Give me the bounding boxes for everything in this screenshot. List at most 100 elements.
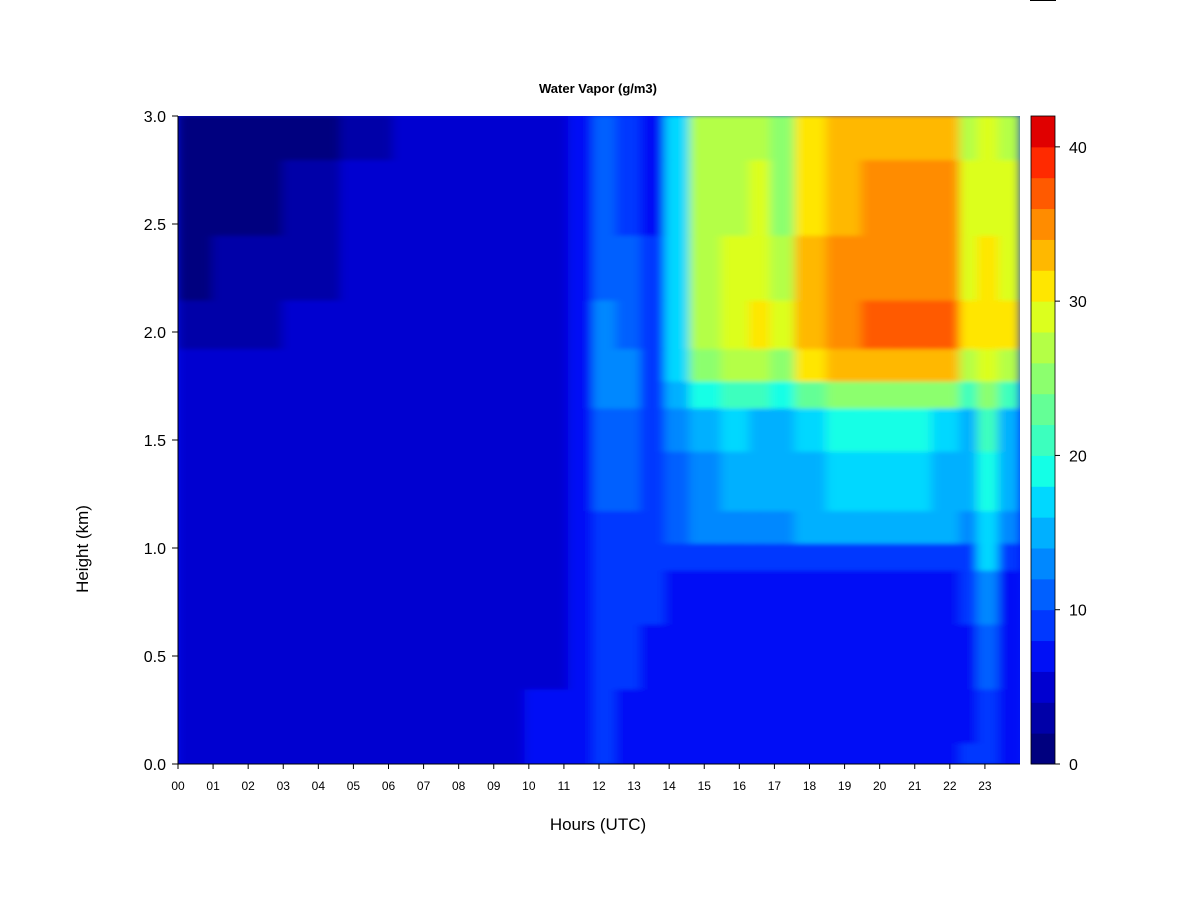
heatmap-cell	[748, 158, 772, 236]
heatmap-cell	[212, 406, 285, 452]
heatmap-cell	[664, 379, 692, 409]
heatmap-cell	[748, 509, 772, 544]
heatmap-cell	[340, 158, 395, 236]
heatmap-cell	[282, 509, 343, 544]
heatmap-cell	[178, 347, 215, 382]
heatmap-cell	[340, 379, 395, 409]
heatmap-cell	[640, 298, 667, 350]
heatmap-cell	[212, 449, 285, 512]
heatmap-cell	[457, 347, 527, 382]
heatmap-cell	[794, 509, 829, 544]
heatmap-cell	[931, 687, 962, 744]
heatmap-cell	[664, 347, 692, 382]
heatmap-cell	[720, 298, 751, 350]
heatmap-cell	[282, 687, 343, 744]
heatmap-cell	[826, 116, 864, 161]
heatmap-cell	[392, 449, 460, 512]
heatmap-cell	[959, 541, 979, 571]
heatmap-cell	[931, 116, 962, 161]
heatmap-cell	[689, 233, 723, 301]
heatmap-cell	[720, 541, 751, 571]
heatmap-cell	[664, 741, 692, 764]
heatmap-cell	[896, 509, 934, 544]
heatmap-cell	[861, 347, 899, 382]
heatmap-cell	[896, 233, 934, 301]
heatmap-cell	[861, 509, 899, 544]
heatmap-cell	[212, 622, 285, 690]
heatmap-cell	[178, 687, 215, 744]
x-tick-label: 04	[312, 779, 326, 793]
x-tick-label: 22	[943, 779, 957, 793]
x-tick-label: 17	[768, 779, 782, 793]
heatmap-cell	[896, 406, 934, 452]
heatmap-field	[178, 116, 1020, 764]
heatmap-cell	[212, 158, 285, 236]
heatmap-cell	[392, 158, 460, 236]
y-tick-label: 3.0	[144, 109, 166, 126]
heatmap-cell	[640, 116, 667, 161]
heatmap-cell	[282, 406, 343, 452]
heatmap-cell	[282, 622, 343, 690]
x-tick-label: 16	[733, 779, 747, 793]
heatmap-cell	[524, 449, 571, 512]
colorbar-swatch	[1031, 702, 1055, 734]
heatmap-cell	[794, 449, 829, 512]
x-tick-label: 06	[382, 779, 396, 793]
heatmap-cell	[720, 509, 751, 544]
heatmap-cell	[524, 347, 571, 382]
heatmap-cell	[664, 509, 692, 544]
colorbar-swatch	[1031, 177, 1055, 210]
heatmap-cell	[976, 449, 1000, 512]
heatmap-cell	[769, 741, 797, 764]
heatmap-cell	[931, 379, 962, 409]
heatmap-cell	[861, 541, 899, 571]
x-tick-label: 12	[592, 779, 606, 793]
heatmap-cell	[689, 406, 723, 452]
heatmap-cell	[959, 406, 979, 452]
heatmap-cell	[826, 687, 864, 744]
heatmap-cell	[959, 158, 979, 236]
heatmap-cell	[340, 687, 395, 744]
heatmap-cell	[568, 741, 595, 764]
heatmap-cell	[568, 449, 595, 512]
colorbar-tick-label: 30	[1069, 294, 1087, 311]
heatmap-cell	[457, 622, 527, 690]
heatmap-cell	[524, 298, 571, 350]
heatmap-cell	[931, 568, 962, 625]
heatmap-cell	[592, 298, 618, 350]
heatmap-cell	[959, 449, 979, 512]
heatmap-cell	[392, 622, 460, 690]
heatmap-cell	[861, 687, 899, 744]
x-tick-label: 09	[487, 779, 501, 793]
heatmap-cell	[931, 509, 962, 544]
heatmap-cell	[568, 379, 595, 409]
heatmap-cell	[997, 568, 1020, 625]
heatmap-cell	[568, 116, 595, 161]
heatmap-cell	[720, 158, 751, 236]
heatmap-cell	[959, 116, 979, 161]
y-tick-label: 1.5	[144, 433, 166, 450]
heatmap-cell	[664, 406, 692, 452]
heatmap-cell	[769, 347, 797, 382]
colorbar-swatch	[1031, 393, 1055, 426]
heatmap-cell	[615, 541, 643, 571]
heatmap-cell	[896, 568, 934, 625]
heatmap-cell	[392, 116, 460, 161]
heatmap-cell	[689, 379, 723, 409]
heatmap-cell	[748, 687, 772, 744]
colorbar-tick-label: 10	[1069, 603, 1087, 620]
heatmap-cell	[457, 298, 527, 350]
colorbar-swatch	[1031, 146, 1055, 179]
heatmap-cell	[769, 379, 797, 409]
heatmap-cell	[896, 541, 934, 571]
heatmap-cell	[959, 622, 979, 690]
heatmap-cell	[457, 568, 527, 625]
colorbar-swatch	[1031, 455, 1055, 487]
heatmap-cell	[340, 449, 395, 512]
heatmap-cell	[640, 158, 667, 236]
heatmap-cell	[178, 158, 215, 236]
heatmap-cell	[769, 687, 797, 744]
heatmap-cell	[861, 622, 899, 690]
heatmap-cell	[340, 406, 395, 452]
heatmap-cell	[931, 347, 962, 382]
